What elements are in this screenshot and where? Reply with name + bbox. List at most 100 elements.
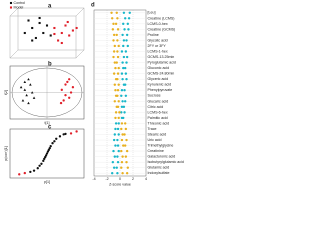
- data-dot: [122, 55, 126, 59]
- data-dot: [116, 28, 120, 31]
- data-dot: [114, 66, 117, 70]
- data-dot: [121, 100, 124, 103]
- data-dot: [116, 138, 119, 142]
- data-point: [47, 148, 51, 151]
- data-dot: [124, 94, 128, 97]
- cube-face: [17, 7, 85, 51]
- data-dot: [122, 39, 126, 42]
- data-dot: [120, 72, 124, 75]
- data-point: [71, 29, 74, 32]
- x-axis-label: Z-score value: [109, 182, 131, 186]
- data-point: [57, 39, 60, 42]
- data-dot: [122, 83, 126, 86]
- category-label: Indoxylsulfate: [148, 171, 170, 175]
- data-point: [66, 80, 69, 84]
- data-dot: [117, 100, 120, 103]
- x-axis-label: p[1]: [44, 180, 50, 184]
- panel-label: a: [48, 4, 52, 10]
- data-dot: [115, 33, 118, 37]
- data-dot: [122, 44, 125, 48]
- data-point: [53, 32, 56, 36]
- data-point: [27, 101, 30, 105]
- data-dot: [120, 111, 123, 114]
- data-dot: [120, 166, 123, 169]
- data-dot: [116, 89, 120, 92]
- data-dot: [116, 72, 120, 75]
- category-label: Gluconic acid: [148, 66, 170, 70]
- data-dot: [125, 33, 129, 37]
- data-point: [53, 140, 56, 143]
- data-dot: [117, 116, 120, 120]
- data-point: [66, 20, 69, 24]
- data-point: [48, 146, 51, 150]
- data-dot: [123, 28, 126, 31]
- data-dot: [116, 105, 120, 109]
- data-point: [43, 157, 46, 161]
- category-label: Kynurenic acid: [148, 83, 172, 87]
- data-dot: [114, 144, 117, 147]
- data-dot: [112, 33, 116, 37]
- x-tick-label: -2: [105, 177, 108, 181]
- category-label: Glyceric acid: [148, 77, 169, 81]
- data-point: [30, 91, 34, 94]
- data-dot: [124, 144, 127, 147]
- data-dot: [124, 100, 127, 103]
- data-point: [29, 170, 32, 174]
- legend-marker: [9, 6, 13, 9]
- data-dot: [116, 172, 119, 175]
- category-label: Trace: [148, 127, 157, 131]
- data-point: [62, 99, 65, 102]
- data-point: [44, 154, 48, 157]
- data-point: [46, 150, 50, 153]
- data-dot: [125, 77, 128, 81]
- data-point: [32, 96, 36, 99]
- data-point: [31, 39, 34, 42]
- category-label: Isobutyrylglutamic acid: [148, 160, 184, 164]
- data-dot: [114, 122, 118, 125]
- data-dot: [128, 11, 131, 14]
- data-point: [68, 34, 71, 37]
- data-dot: [123, 133, 126, 136]
- data-point: [64, 24, 67, 27]
- data-dot: [120, 138, 124, 142]
- data-point: [43, 156, 47, 159]
- x-axis-label: t[1]: [45, 121, 50, 125]
- data-dot: [124, 72, 128, 75]
- data-point: [42, 159, 45, 163]
- data-dot: [120, 149, 123, 153]
- data-dot: [121, 77, 124, 81]
- data-dot: [114, 127, 117, 131]
- data-dot: [117, 83, 120, 86]
- category-label: Uric acid: [148, 138, 162, 142]
- data-dot: [121, 61, 124, 64]
- data-point: [42, 31, 45, 35]
- data-dot: [110, 11, 113, 14]
- data-point: [59, 101, 63, 105]
- data-dot: [124, 66, 127, 70]
- data-dot: [127, 17, 131, 20]
- data-dot: [114, 89, 117, 92]
- data-dot: [116, 160, 120, 164]
- panel-label: c: [48, 125, 52, 131]
- data-dot: [120, 122, 124, 125]
- category-label: LCMS-0-hex: [148, 22, 168, 26]
- data-dot: [120, 127, 123, 131]
- data-point: [29, 83, 32, 86]
- data-point: [60, 31, 63, 35]
- data-dot: [125, 39, 128, 42]
- category-label: [Leu]: [148, 11, 156, 15]
- category-label: Creatine (GCMS): [148, 27, 176, 31]
- data-point: [23, 31, 26, 35]
- data-dot: [126, 22, 129, 26]
- data-dot: [121, 33, 124, 37]
- data-dot: [120, 105, 124, 109]
- data-dot: [127, 28, 130, 31]
- data-dot: [120, 94, 123, 97]
- category-label: Palmitic acid: [148, 116, 168, 120]
- data-dot: [122, 66, 125, 70]
- data-point: [32, 169, 36, 172]
- data-dot: [116, 50, 119, 53]
- data-point: [23, 88, 27, 91]
- data-dot: [115, 11, 118, 14]
